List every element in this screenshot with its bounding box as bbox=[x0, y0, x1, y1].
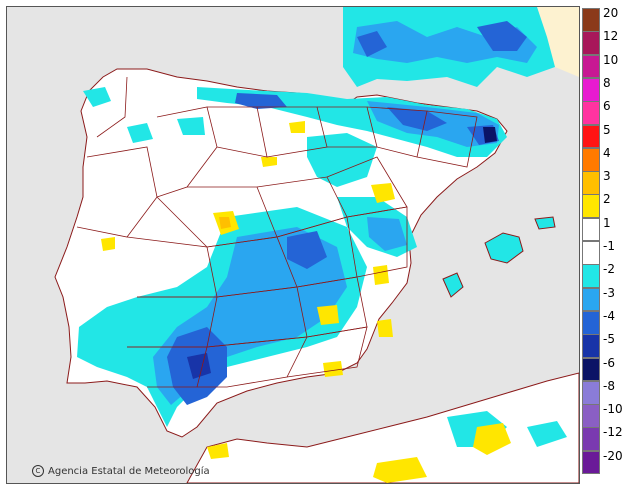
copyright-icon: C bbox=[32, 465, 44, 477]
legend-swatch bbox=[582, 241, 600, 265]
legend-label: 8 bbox=[603, 75, 611, 90]
legend-swatch bbox=[582, 287, 600, 312]
temperature-anomaly-map bbox=[6, 6, 580, 484]
legend-label: -10 bbox=[603, 402, 623, 417]
menorca bbox=[534, 216, 556, 230]
legend-label: -12 bbox=[603, 425, 623, 440]
legend-label: -8 bbox=[603, 378, 615, 393]
legend-swatch bbox=[582, 404, 600, 428]
legend-label: 20 bbox=[603, 6, 619, 20]
legend-swatch bbox=[582, 264, 600, 289]
legend-swatch bbox=[582, 31, 600, 56]
province-borders bbox=[76, 76, 478, 388]
legend-label: -5 bbox=[603, 332, 615, 347]
legend-swatch bbox=[582, 357, 600, 382]
legend-label: 6 bbox=[603, 99, 611, 114]
legend-swatch bbox=[582, 77, 600, 102]
legend-swatch bbox=[582, 450, 600, 475]
mallorca bbox=[484, 232, 524, 264]
legend-label: 4 bbox=[603, 145, 611, 160]
legend-label: 12 bbox=[603, 29, 619, 44]
legend-swatch bbox=[582, 54, 600, 79]
legend-swatch bbox=[582, 147, 600, 172]
legend-label: 3 bbox=[603, 169, 611, 184]
legend-swatch bbox=[582, 310, 600, 335]
legend-swatch bbox=[582, 217, 600, 242]
legend-label: 2 bbox=[603, 192, 611, 207]
legend-swatch bbox=[582, 124, 600, 149]
legend-label: 10 bbox=[603, 52, 619, 67]
legend-label: -2 bbox=[603, 262, 615, 277]
legend-swatch bbox=[582, 194, 600, 219]
agency-credit: C Agencia Estatal de Meteorología bbox=[32, 465, 210, 477]
legend-label: -20 bbox=[603, 448, 623, 463]
legend-label: -3 bbox=[603, 285, 615, 300]
legend-label: -4 bbox=[603, 308, 615, 323]
legend-swatch bbox=[582, 334, 600, 358]
france-area bbox=[537, 7, 579, 77]
ibiza bbox=[442, 272, 464, 298]
legend-swatch bbox=[582, 171, 600, 195]
legend-swatch bbox=[582, 101, 600, 125]
legend-label: -1 bbox=[603, 239, 615, 253]
credit-text: Agencia Estatal de Meteorología bbox=[48, 466, 210, 477]
north-africa bbox=[186, 372, 579, 483]
legend-label: 1 bbox=[603, 215, 611, 230]
color-legend: 20 12 10 8 6 5 4 3 2 1 -1 -2 -3 -4 -5 -6 -8 -10 -12 -20 bbox=[582, 6, 628, 478]
legend-swatch bbox=[582, 427, 600, 452]
legend-swatch bbox=[582, 8, 600, 32]
legend-label: 5 bbox=[603, 122, 611, 137]
legend-label: -6 bbox=[603, 355, 615, 370]
legend-swatch bbox=[582, 380, 600, 405]
